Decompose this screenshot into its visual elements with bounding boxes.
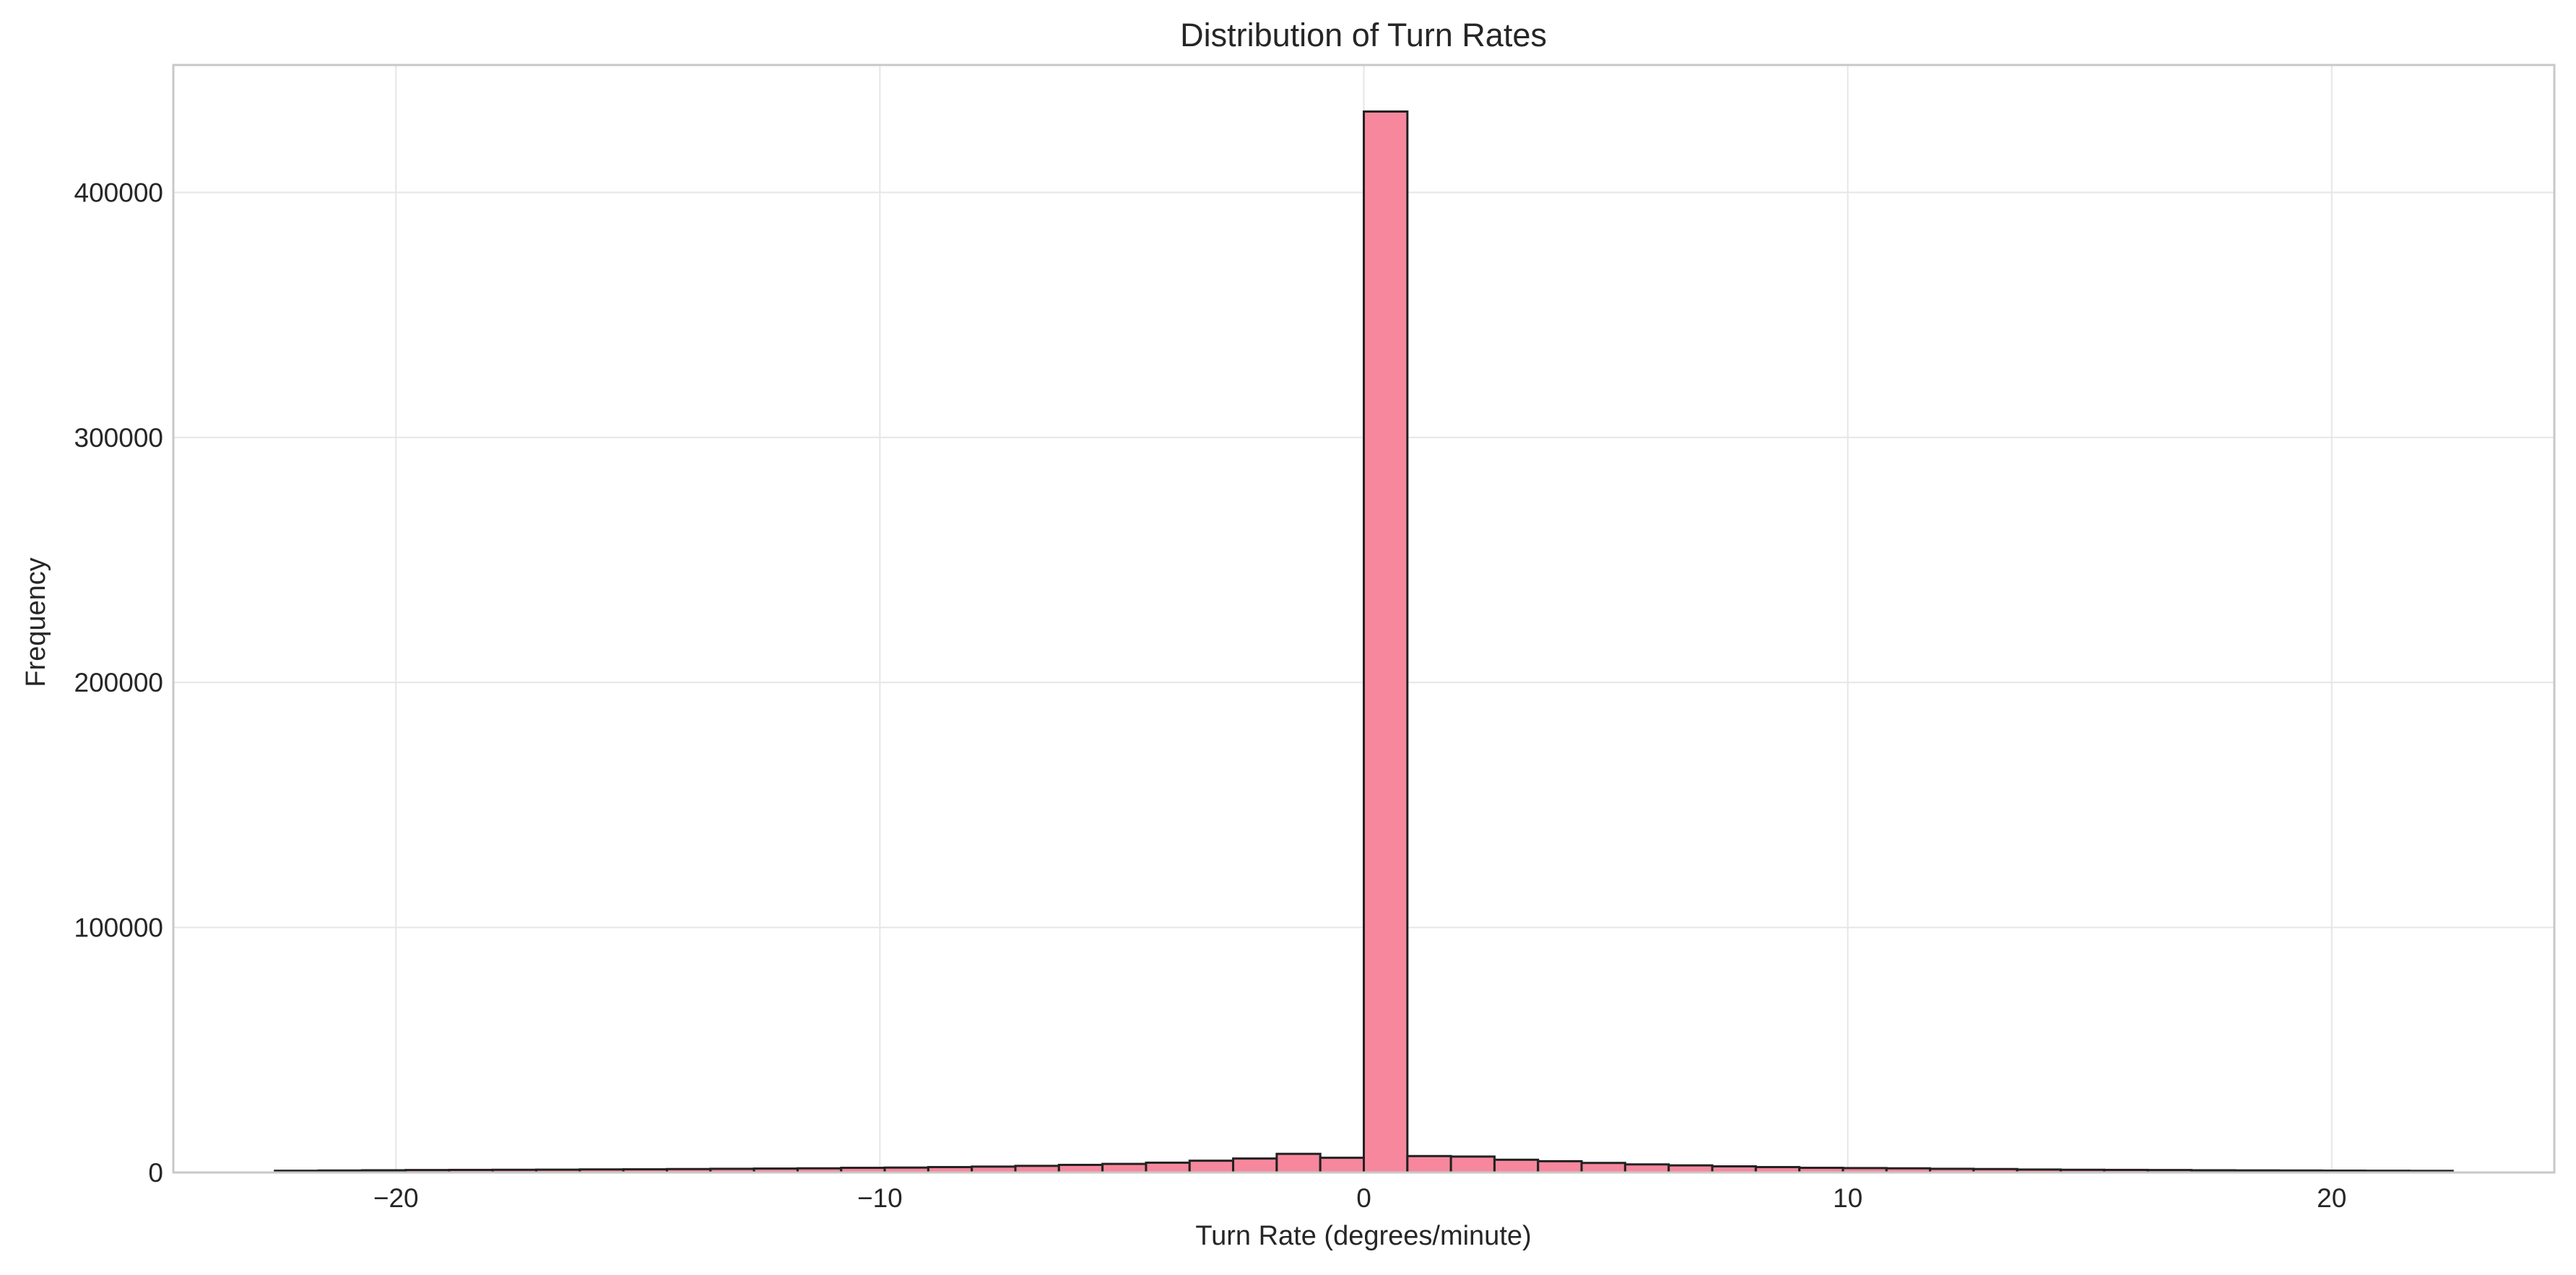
histogram-bar [1232, 1157, 1278, 1174]
y-tick-label: 200000 [74, 668, 163, 697]
histogram-bar [1275, 1152, 1322, 1174]
x-tick-label: 0 [1356, 1183, 1371, 1213]
x-tick-label: 20 [2317, 1183, 2346, 1213]
histogram-bar [1188, 1159, 1235, 1174]
y-axis-ticks: 0 100000 200000 300000 400000 [74, 178, 163, 1188]
y-tick-label: 100000 [74, 913, 163, 943]
x-axis-ticks: −20 −10 0 10 20 [373, 1183, 2346, 1213]
y-tick-label: 400000 [74, 178, 163, 207]
histogram-bar [1057, 1163, 1104, 1174]
histogram-bar [1363, 110, 1409, 1174]
y-axis-label: Frequency [21, 557, 51, 687]
histogram-bars [274, 110, 2454, 1174]
x-axis-label: Turn Rate (degrees/minute) [1195, 1221, 1531, 1251]
histogram-bar [1493, 1158, 1540, 1174]
x-tick-label: 10 [1833, 1183, 1862, 1213]
chart-title: Distribution of Turn Rates [1180, 17, 1547, 53]
y-tick-label: 0 [148, 1158, 163, 1188]
x-tick-label: −10 [857, 1183, 903, 1213]
histogram-bar [1101, 1162, 1148, 1174]
histogram-bar [1145, 1161, 1191, 1174]
y-tick-label: 300000 [74, 423, 163, 453]
histogram-bar [1406, 1154, 1452, 1174]
histogram-bar [1623, 1163, 1670, 1174]
histogram-bar [1449, 1155, 1496, 1174]
histogram-bar [1537, 1159, 1583, 1174]
plot-frame [172, 64, 2556, 1174]
histogram-bar [1319, 1157, 1365, 1174]
histogram-bar [1580, 1162, 1626, 1174]
x-tick-label: −20 [373, 1183, 419, 1213]
